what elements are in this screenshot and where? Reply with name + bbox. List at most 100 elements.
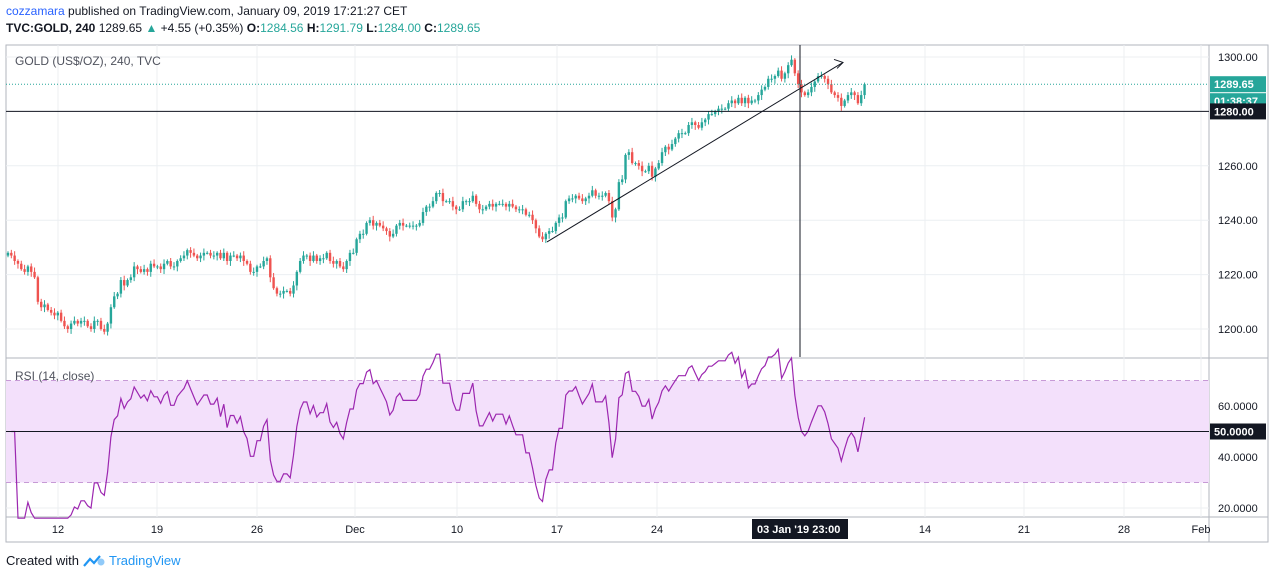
candle-body [561,217,564,219]
candle-body [790,59,793,66]
candle-body [647,165,650,172]
candle-body [328,252,332,261]
candle-body [481,209,484,211]
time-tick-label: 14 [919,524,931,536]
candle-body [199,255,202,259]
candle-body [298,261,302,272]
candle-body [534,220,538,229]
candle-body [375,222,378,226]
candle-body [680,133,684,135]
candle-body [275,288,279,294]
candle-body [448,201,451,203]
overlays [6,45,1209,432]
candle-body [159,266,162,270]
candle-body [252,271,255,273]
rsi-line [11,347,866,519]
candle-body [461,201,465,210]
candle-body [677,133,680,139]
time-tick-label: 26 [251,524,263,536]
time-tick-label: Dec [345,524,365,536]
ohlc-header: TVC:GOLD, 240 1289.65 ▲ +4.55 (+0.35%) O… [6,21,480,35]
candle-body [229,255,232,261]
candle-body [123,280,126,286]
candle-body [694,122,697,125]
candle-body [338,261,342,267]
candle-body [345,261,348,270]
candle-body [458,209,461,211]
candle-body [239,255,242,259]
candle-body [129,277,133,281]
candle-body [727,103,730,109]
candle-body [830,84,833,93]
candle-body [381,225,385,229]
published-text: published on TradingView.com, January 09… [68,4,408,18]
candle-body [813,81,816,87]
candle-body [99,320,103,329]
rsi-panel [6,347,1209,519]
candle-body [607,193,611,202]
candle-body [584,198,587,202]
candle-body [757,95,760,101]
candle-body [836,95,840,98]
candle-body [93,320,96,329]
candle-body [242,255,245,261]
candle-body [418,222,421,226]
candle-body [16,261,20,264]
author-link[interactable]: cozzamara [6,4,65,18]
candle-body [411,225,415,227]
candle-body [378,222,382,226]
candle-body [302,255,305,261]
candle-body [853,92,856,96]
candle-body [415,225,418,227]
candle-body [332,261,335,264]
candle-body [767,78,770,87]
candle-body [521,209,524,211]
candle-body [508,203,511,207]
candle-body [700,122,704,128]
candle-body [710,114,714,116]
candle-body [571,198,574,200]
candle-body [514,206,518,210]
candle-body [840,97,843,106]
candle-body [182,255,186,259]
high-label: H: [306,21,320,35]
candle-body [132,266,136,278]
candle-body [116,293,119,297]
footer: Created with TradingView [6,553,181,568]
candle-body [624,154,627,180]
low-value: 1284.00 [377,21,421,35]
candle-body [737,97,740,104]
candle-body [388,231,391,237]
candle-body [833,92,836,96]
candle-body [528,214,531,216]
candle-body [498,203,501,205]
candle-body [53,312,56,316]
candle-body [634,163,637,165]
candle-body [139,269,142,272]
candle-body [441,193,445,202]
tradingview-brand-link[interactable]: TradingView [108,553,181,568]
candle-body [368,220,372,223]
candle-body [259,266,262,268]
candle-body [83,320,86,322]
candle-body [478,203,481,210]
candle-body [149,263,152,272]
candle-body [551,231,554,233]
candle-body [770,78,773,80]
candle-body [33,271,36,278]
candle-body [604,193,607,196]
trendline [546,62,844,243]
candle-body [312,255,315,261]
candle-body [587,195,591,199]
candle-body [156,266,159,268]
candle-body [391,233,395,237]
candle-body [202,252,206,256]
candle-body [269,258,272,278]
candle-body [365,222,368,234]
candle-body [186,250,189,256]
candle-body [846,95,850,101]
candle-body [10,252,13,256]
candle-body [355,239,358,253]
crosshair-time-box [752,519,848,539]
